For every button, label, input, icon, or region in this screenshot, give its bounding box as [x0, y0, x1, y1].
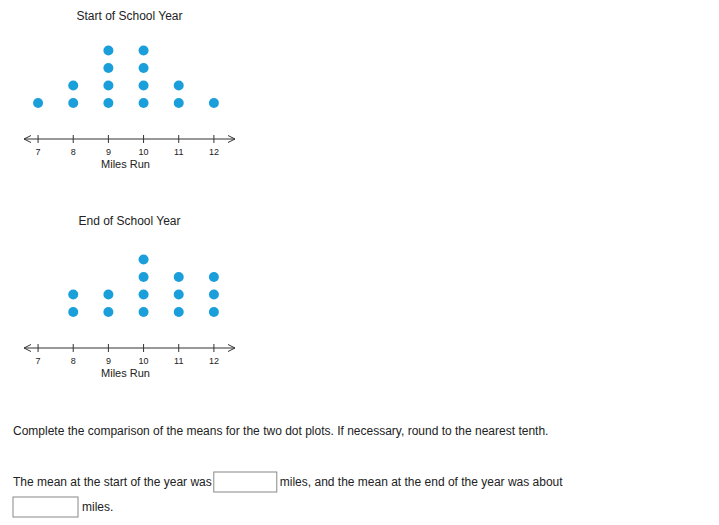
dot	[139, 307, 149, 317]
sentence-text: The mean at the start of the year was	[13, 475, 212, 489]
dot	[209, 307, 219, 317]
dot	[103, 63, 113, 73]
dot	[68, 290, 78, 300]
dot	[103, 81, 113, 91]
dot	[103, 46, 113, 56]
x-tick-label: 8	[71, 147, 76, 157]
dot	[174, 307, 184, 317]
x-tick	[108, 135, 109, 143]
x-axis	[24, 348, 235, 349]
x-tick	[73, 135, 74, 143]
x-tick-label: 9	[106, 356, 111, 366]
dots	[33, 46, 219, 109]
x-tick	[143, 344, 144, 352]
x-tick-label: 12	[209, 147, 219, 157]
x-tick-label: 10	[139, 147, 149, 157]
sentence-text: miles.	[82, 500, 113, 514]
x-tick-label: 7	[36, 147, 41, 157]
dot	[139, 255, 149, 265]
dot	[174, 290, 184, 300]
dot	[209, 98, 219, 108]
dot	[68, 81, 78, 91]
x-tick	[108, 344, 109, 352]
x-tick-label: 8	[71, 356, 76, 366]
x-tick-label: 9	[106, 147, 111, 157]
x-tick-label: 11	[174, 147, 183, 157]
dot	[139, 46, 149, 56]
dot	[209, 290, 219, 300]
x-axis-label: Miles Run	[101, 158, 150, 170]
dot	[139, 98, 149, 108]
x-tick	[178, 344, 179, 352]
x-tick-label: 12	[209, 356, 219, 366]
x-tick-label: 10	[139, 356, 149, 366]
dot-plot: Start of School Year 7 8 9 10 11 12 Miles Run	[24, 9, 235, 170]
dot	[174, 81, 184, 91]
dot	[103, 307, 113, 317]
dot	[103, 290, 113, 300]
dot-plot: End of School Year 7 8 9 10 11 12 Miles Run	[24, 214, 235, 379]
x-tick-label: 7	[36, 356, 41, 366]
chart-title: End of School Year	[78, 214, 180, 228]
dot	[139, 290, 149, 300]
dot	[68, 98, 78, 108]
sentence-text: miles, and the mean at the end of the ye…	[280, 475, 564, 489]
x-tick	[73, 344, 74, 352]
dot	[103, 98, 113, 108]
dot	[209, 272, 219, 282]
dot	[174, 272, 184, 282]
dot	[139, 63, 149, 73]
dot	[139, 272, 149, 282]
dot	[139, 81, 149, 91]
instruction: Complete the comparison of the means for…	[13, 424, 548, 438]
x-tick	[143, 135, 144, 143]
answer-box[interactable]	[13, 497, 78, 517]
chart-title: Start of School Year	[76, 9, 182, 23]
x-axis-label: Miles Run	[101, 367, 150, 379]
dots	[68, 255, 219, 318]
x-tick	[178, 135, 179, 143]
x-tick	[213, 344, 214, 352]
dot	[33, 98, 43, 108]
dot	[174, 98, 184, 108]
x-tick	[213, 135, 214, 143]
x-tick	[38, 344, 39, 352]
dot	[68, 307, 78, 317]
x-tick-label: 11	[174, 356, 183, 366]
x-tick	[38, 135, 39, 143]
x-axis	[24, 139, 235, 140]
answer-box[interactable]	[214, 472, 277, 492]
